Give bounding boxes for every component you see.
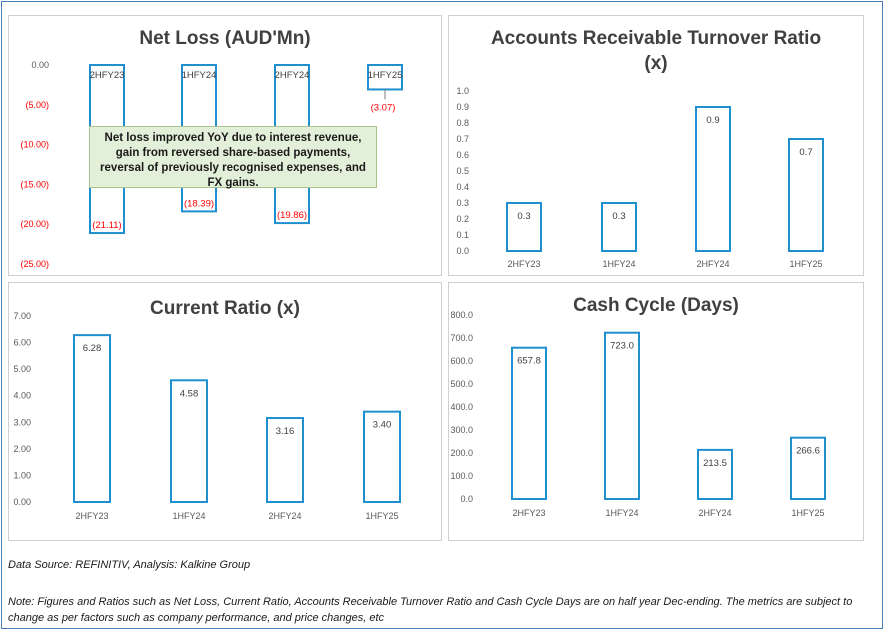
bar xyxy=(363,410,401,504)
chart-title: Accounts Receivable Turnover Ratio (x) xyxy=(490,28,822,74)
data-label: 0.3 xyxy=(517,211,530,222)
y-tick-label: 1.00 xyxy=(13,470,31,480)
category-label: 2HFY23 xyxy=(90,70,125,81)
chart-title: Cash Cycle (Days) xyxy=(573,295,739,316)
data-label: 657.8 xyxy=(517,356,541,367)
y-tick-label: (5.00) xyxy=(25,100,49,110)
current-ratio-panel: Current Ratio (x) 0.00 1.00 2.00 3.00 4.00 5.… xyxy=(8,282,442,541)
y-tick-label: (20.00) xyxy=(20,219,49,229)
y-tick-label: 0.0 xyxy=(460,494,473,504)
category-label: 2HFY23 xyxy=(507,259,540,269)
category-label: 2HFY24 xyxy=(268,511,301,521)
y-tick-label: 0.00 xyxy=(13,497,31,507)
data-label: (21.11) xyxy=(92,220,121,231)
y-tick-label: 100.0 xyxy=(450,471,473,481)
category-label: 1HFY25 xyxy=(368,70,403,81)
y-tick-label: 0.8 xyxy=(456,118,469,128)
y-tick-label: 0.0 xyxy=(456,246,469,256)
category-label: 2HFY23 xyxy=(75,511,108,521)
y-tick-label: 5.00 xyxy=(13,364,31,374)
y-tick-label: 200.0 xyxy=(450,448,473,458)
bar xyxy=(788,138,824,252)
y-tick-label: 300.0 xyxy=(450,425,473,435)
category-label: 2HFY24 xyxy=(696,259,729,269)
bar xyxy=(511,346,547,501)
y-tick-label: 0.9 xyxy=(456,102,469,112)
data-label: 0.3 xyxy=(612,211,625,222)
net-loss-annotation: Net loss improved YoY due to interest re… xyxy=(89,126,377,189)
data-label: 3.40 xyxy=(373,420,392,431)
y-tick-label: 400.0 xyxy=(450,402,473,412)
y-tick-label: (10.00) xyxy=(20,140,49,150)
current-ratio-chart: 0.00 1.00 2.00 3.00 4.00 5.00 6.00 7.00 6.28 2HFY… xyxy=(13,311,401,521)
cash-cycle-panel: Cash Cycle (Days) 0.0 100.0 200.0 300.0 400.… xyxy=(448,282,864,541)
category-label: 1HFY25 xyxy=(789,259,822,269)
y-tick-label: 800.0 xyxy=(450,310,473,320)
data-label: 723.0 xyxy=(610,341,634,352)
y-tick-label: 0.1 xyxy=(456,230,469,240)
bar xyxy=(697,448,733,501)
y-tick-label: 7.00 xyxy=(13,311,31,321)
y-tick-label: 6.00 xyxy=(13,338,31,348)
data-label: 3.16 xyxy=(276,426,295,437)
y-tick-label: 600.0 xyxy=(450,356,473,366)
bar xyxy=(266,417,304,503)
data-label: 213.5 xyxy=(703,458,727,469)
bar xyxy=(695,106,731,252)
data-label: 0.9 xyxy=(706,115,719,126)
y-tick-label: 1.0 xyxy=(456,86,469,96)
category-label: 2HFY24 xyxy=(275,70,310,81)
y-tick-label: (15.00) xyxy=(20,179,49,189)
y-tick-label: 3.00 xyxy=(13,417,31,427)
y-tick-label: 0.2 xyxy=(456,214,469,224)
bar xyxy=(170,379,208,503)
net-loss-panel: Net Loss (AUD'Mn) 0.00 (5.00) (10.00) (15.0… xyxy=(8,15,442,276)
data-label: (3.07) xyxy=(371,102,396,113)
y-tick-label: 700.0 xyxy=(450,333,473,343)
data-label: 6.28 xyxy=(83,343,102,354)
category-label: 1HFY25 xyxy=(365,511,398,521)
data-source: Data Source: REFINITIV, Analysis: Kalkin… xyxy=(8,559,251,571)
cash-cycle-chart: 0.0 100.0 200.0 300.0 400.0 500.0 600.0 700.0 80… xyxy=(450,310,826,518)
y-tick-label: 2.00 xyxy=(13,444,31,454)
category-label: 1HFY24 xyxy=(182,70,217,81)
bar xyxy=(601,202,637,252)
footnote: Note: Figures and Ratios such as Net Los… xyxy=(8,596,853,624)
y-tick-label: 0.3 xyxy=(456,198,469,208)
y-tick-label: 0.5 xyxy=(456,166,469,176)
category-label: 1HFY24 xyxy=(602,259,635,269)
chart-title: Net Loss (AUD'Mn) xyxy=(139,28,311,49)
y-tick-label: 0.7 xyxy=(456,134,469,144)
data-label: (19.86) xyxy=(277,210,307,221)
y-tick-label: 0.6 xyxy=(456,150,469,160)
category-label: 1HFY24 xyxy=(172,511,205,521)
data-label: 266.6 xyxy=(796,446,820,457)
category-label: 1HFY25 xyxy=(791,508,824,518)
data-label: 0.7 xyxy=(799,147,812,158)
y-tick-label: 4.00 xyxy=(13,391,31,401)
bar xyxy=(73,334,111,504)
chart-title: Current Ratio (x) xyxy=(150,298,300,319)
y-tick-label: 0.4 xyxy=(456,182,469,192)
bar xyxy=(506,202,542,252)
ar-turnover-panel: Accounts Receivable Turnover Ratio (x) 0… xyxy=(448,15,864,276)
category-label: 2HFY24 xyxy=(698,508,731,518)
data-label: 4.58 xyxy=(180,388,199,399)
bar xyxy=(604,331,640,500)
y-tick-label: 500.0 xyxy=(450,379,473,389)
bar xyxy=(790,436,826,501)
ar-turnover-chart: 0.0 0.1 0.2 0.3 0.4 0.5 0.6 0.7 0.8 0.9 1.0 0.3 2HFY… xyxy=(456,86,824,269)
category-label: 2HFY23 xyxy=(512,508,545,518)
category-label: 1HFY24 xyxy=(605,508,638,518)
y-tick-label: (25.00) xyxy=(20,259,49,269)
data-label: (18.39) xyxy=(184,198,214,209)
y-tick-label: 0.00 xyxy=(31,60,49,70)
